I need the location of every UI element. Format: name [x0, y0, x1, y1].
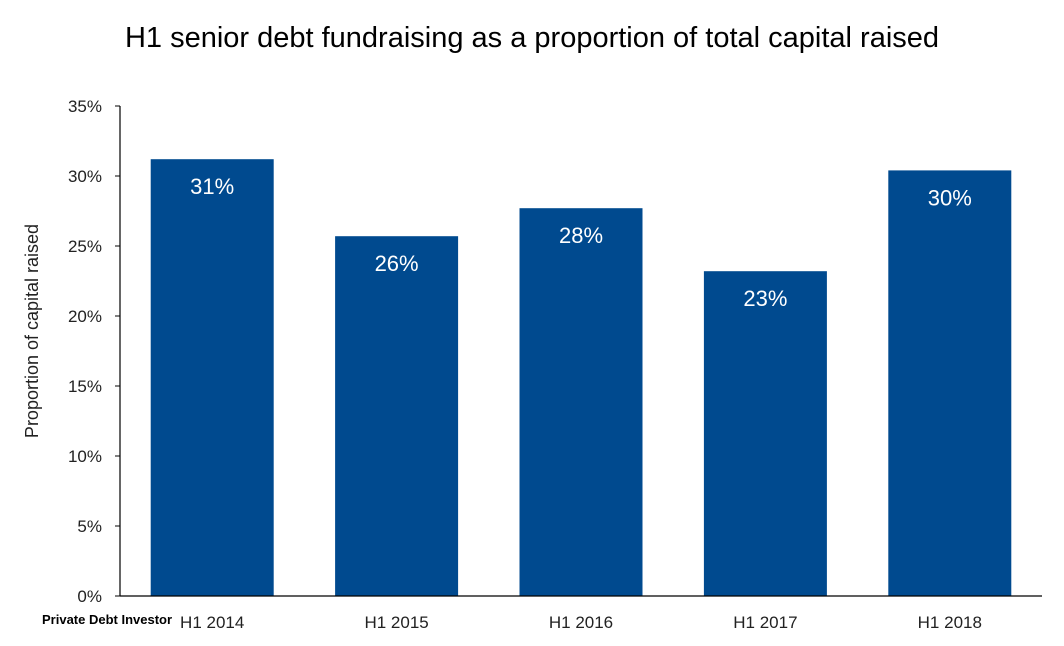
bar [335, 236, 459, 596]
x-axis-labels: H1 2014 H1 2015 H1 2016 H1 2017 H1 2018 [180, 613, 982, 632]
y-tick-label: 25% [68, 237, 102, 256]
bars-group [150, 159, 1012, 596]
x-category-label: H1 2015 [364, 613, 428, 632]
bar [519, 208, 643, 596]
x-category-label: H1 2018 [918, 613, 982, 632]
bar-data-label: 23% [743, 286, 787, 311]
bar-data-label: 30% [928, 185, 972, 210]
bar [150, 159, 274, 596]
x-category-label: H1 2017 [733, 613, 797, 632]
bar-data-label: 26% [375, 251, 419, 276]
y-tick-label: 10% [68, 447, 102, 466]
y-tick-label: 15% [68, 377, 102, 396]
y-tick-label: 5% [77, 517, 102, 536]
bar-data-label: 31% [190, 174, 234, 199]
y-axis-title: Proportion of capital raised [22, 224, 42, 438]
y-tick-label: 30% [68, 167, 102, 186]
x-category-label: H1 2014 [180, 613, 244, 632]
y-tick-label: 20% [68, 307, 102, 326]
y-tick-label: 35% [68, 97, 102, 116]
source-label: Private Debt Investor [42, 612, 172, 627]
y-axis-ticks: 0% 5% 10% 15% 20% 25% 30% 35% [68, 97, 120, 606]
y-tick-label: 0% [77, 587, 102, 606]
x-category-label: H1 2016 [549, 613, 613, 632]
bar [703, 271, 827, 596]
chart-title: H1 senior debt fundraising as a proporti… [125, 22, 939, 54]
data-labels-group: 31% 26% 28% 23% 30% [190, 174, 972, 311]
bar-data-label: 28% [559, 223, 603, 248]
bar [888, 170, 1012, 596]
